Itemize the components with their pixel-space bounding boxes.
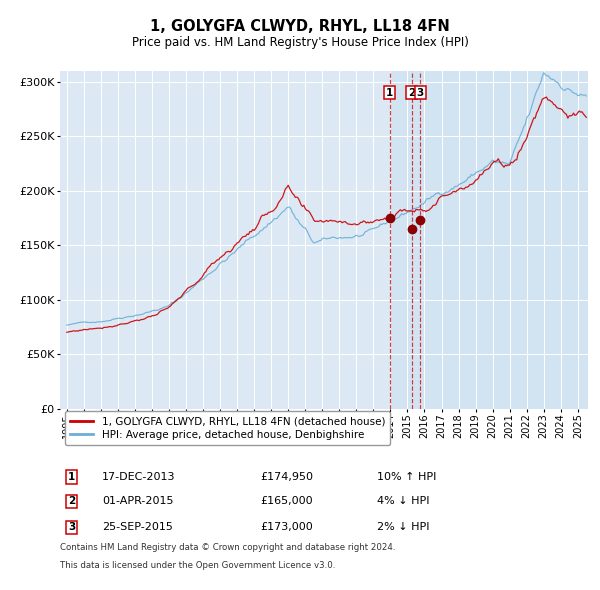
Text: 3: 3 bbox=[68, 522, 75, 532]
Text: 10% ↑ HPI: 10% ↑ HPI bbox=[377, 472, 436, 482]
Text: 2% ↓ HPI: 2% ↓ HPI bbox=[377, 522, 430, 532]
Text: 1: 1 bbox=[386, 87, 394, 97]
Text: 25-SEP-2015: 25-SEP-2015 bbox=[102, 522, 173, 532]
Text: 2: 2 bbox=[68, 496, 75, 506]
Text: Contains HM Land Registry data © Crown copyright and database right 2024.: Contains HM Land Registry data © Crown c… bbox=[60, 543, 395, 552]
Legend: 1, GOLYGFA CLWYD, RHYL, LL18 4FN (detached house), HPI: Average price, detached : 1, GOLYGFA CLWYD, RHYL, LL18 4FN (detach… bbox=[65, 411, 391, 445]
Text: 1, GOLYGFA CLWYD, RHYL, LL18 4FN: 1, GOLYGFA CLWYD, RHYL, LL18 4FN bbox=[150, 19, 450, 34]
Text: 1: 1 bbox=[68, 472, 75, 482]
Text: 3: 3 bbox=[416, 87, 424, 97]
Text: £165,000: £165,000 bbox=[260, 496, 313, 506]
Bar bbox=[390, 71, 588, 409]
Text: £173,000: £173,000 bbox=[260, 522, 313, 532]
Text: 01-APR-2015: 01-APR-2015 bbox=[102, 496, 174, 506]
Text: Price paid vs. HM Land Registry's House Price Index (HPI): Price paid vs. HM Land Registry's House … bbox=[131, 36, 469, 49]
Text: £174,950: £174,950 bbox=[260, 472, 314, 482]
Text: 17-DEC-2013: 17-DEC-2013 bbox=[102, 472, 176, 482]
Text: This data is licensed under the Open Government Licence v3.0.: This data is licensed under the Open Gov… bbox=[60, 561, 335, 571]
Text: 2: 2 bbox=[408, 87, 415, 97]
Text: 4% ↓ HPI: 4% ↓ HPI bbox=[377, 496, 430, 506]
